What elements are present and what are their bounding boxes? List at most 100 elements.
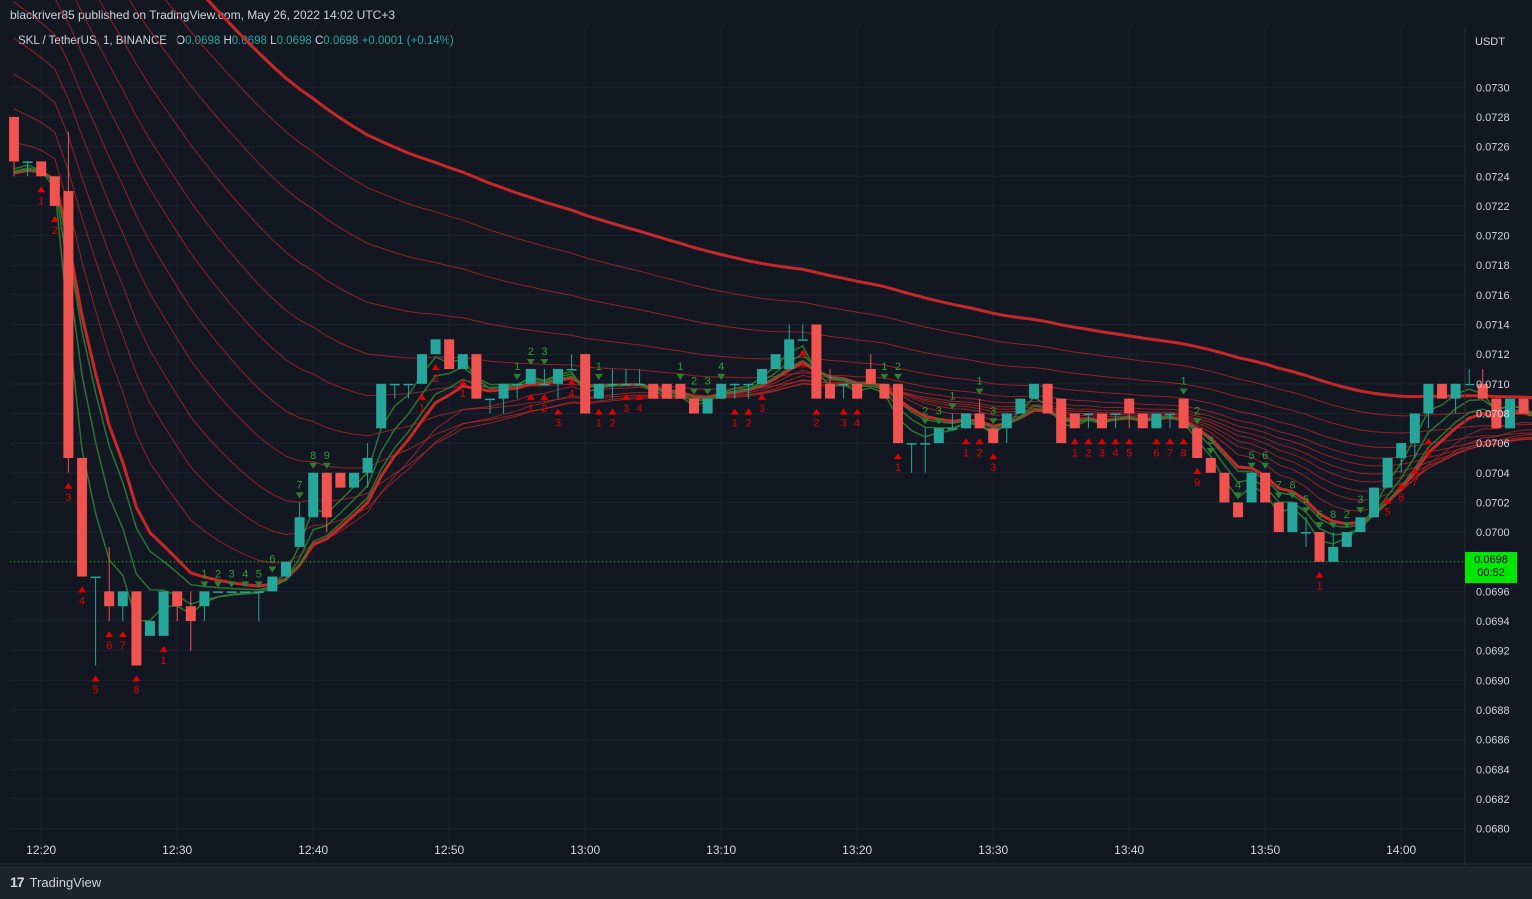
sell-count-label: 6 [1398,492,1404,504]
buy-marker-icon [1234,492,1242,499]
candle-body [349,472,359,488]
candle-body [607,383,618,386]
sell-marker-icon [730,408,739,415]
sell-marker-icon [608,408,617,415]
candle-body [1355,517,1366,533]
candle-body [1083,413,1094,415]
sell-count-label: 4 [854,418,860,430]
sell-count-label: 4 [79,596,85,608]
buy-marker-icon [594,373,603,380]
buy-count-label: 3 [541,346,547,358]
ma-ribbon-line [75,0,1532,459]
buy-marker-icon [268,566,277,573]
candle-body [865,368,876,384]
buy-count-label: 2 [691,376,697,388]
buy-marker-icon [921,418,930,425]
buy-count-label: 6 [1262,450,1268,462]
last-price-value: 0.0698 [1474,554,1508,566]
candle-body [947,428,958,430]
sell-count-label: 1 [161,655,167,667]
x-tick-label: 13:10 [706,843,736,857]
sell-count-label: 8 [133,685,139,697]
x-tick-label: 12:50 [434,843,464,857]
ma-ribbon-line [13,168,1532,588]
candle-body [417,354,427,384]
buy-count-label: 6 [269,554,275,566]
close-value: 0.0698 [323,35,359,47]
x-tick-label: 12:20 [26,843,56,857]
candle-body [1246,472,1257,503]
buy-marker-icon [1261,462,1270,469]
ma-ribbon-line [129,0,1532,434]
sell-marker-icon [1410,467,1419,474]
buy-marker-icon [1356,507,1365,514]
candle-body [158,591,169,636]
buy-marker-icon [526,358,535,365]
candle-body [430,339,441,355]
candle-body [933,428,944,444]
buy-count-label: 1 [881,361,887,373]
buy-count-label: 1 [977,376,983,388]
candle-body [376,383,387,429]
buy-count-label: 5 [256,568,262,580]
sell-count-label: 1 [732,418,738,430]
candle-body [63,191,74,458]
buy-count-label: 2 [215,568,221,580]
candle-body [539,383,550,386]
ma-ribbon-line [13,1,1532,475]
candle-body [199,591,210,607]
candle-body [1042,383,1053,414]
buy-count-label: 1 [677,361,683,373]
y-tick-label: 0.0696 [1476,586,1510,598]
candle-body [1505,398,1515,429]
sell-count-label: 4 [1113,447,1119,459]
candle-body [675,383,686,399]
candle-body [281,561,291,577]
sell-count-label: 7 [1412,477,1418,489]
candle-body [1260,472,1271,503]
buy-count-label: 4 [718,361,724,373]
sell-count-label: 3 [841,418,847,430]
buy-marker-icon [880,373,889,380]
y-tick-label: 0.0716 [1476,290,1510,302]
sell-marker-icon [975,438,984,445]
sell-count-label: 8 [1181,447,1187,459]
symbol-name[interactable]: SKL / TetherUS, 1, BINANCE [18,35,167,47]
buy-count-label: 9 [324,450,330,462]
sell-marker-icon [91,675,100,682]
candle-body [1015,398,1026,414]
tradingview-logo[interactable]: 17 TradingView [10,874,101,890]
y-tick-label: 0.0724 [1476,171,1510,183]
y-tick-label: 0.0714 [1476,320,1510,332]
buy-marker-icon [1302,507,1310,514]
candle-body [403,383,414,386]
candle-body [1233,502,1243,518]
candle-body [321,472,332,518]
candle-body [131,591,142,666]
candle-body [1056,398,1067,444]
y-tick-label: 0.0706 [1476,438,1510,450]
sell-marker-icon [1152,438,1161,445]
symbol-legend[interactable]: SKL / TetherUS, 1, BINANCE O0.0698 H0.06… [18,35,454,47]
candle-body [825,383,835,399]
candle-body [621,383,631,386]
sell-count-label: 2 [609,418,615,430]
sell-marker-icon [50,215,59,222]
buy-marker-icon [322,462,331,469]
sell-marker-icon [1166,438,1174,445]
candle-body [172,591,183,607]
buy-marker-icon [1247,462,1256,469]
open-label: O [176,35,186,47]
candle-body [335,472,346,488]
x-tick-label: 13:00 [570,843,600,857]
candle-body [1464,383,1475,386]
sell-marker-icon [1125,438,1134,445]
sell-marker-icon [622,393,630,400]
candle-body [1301,532,1311,534]
sell-marker-icon [540,393,549,400]
candle-body [90,576,101,579]
buy-marker-icon [1288,492,1297,499]
candle-body [553,368,563,384]
y-tick-label: 0.0710 [1476,379,1510,391]
